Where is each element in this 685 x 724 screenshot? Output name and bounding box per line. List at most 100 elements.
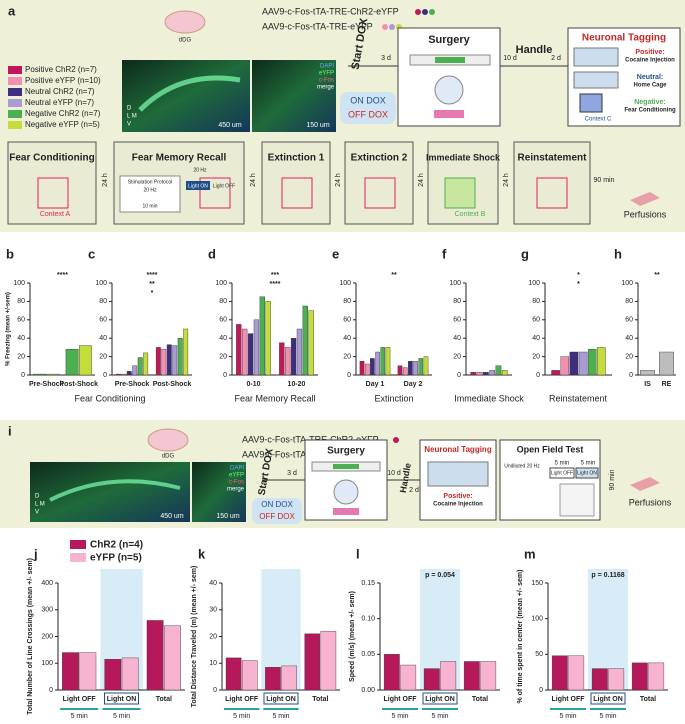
y-tick-label: 0 (347, 372, 351, 379)
legend-label: eYFP (n=5) (90, 553, 142, 564)
bar (320, 630, 337, 691)
legend-label: Negative eYFP (n=5) (25, 120, 100, 129)
x-axis-label: Extinction (374, 393, 413, 403)
histology-image (138, 75, 241, 112)
dox-label: OFF DOX (348, 109, 388, 119)
end: Perfusions (629, 497, 672, 507)
scale-bar: 150 um (306, 122, 330, 129)
panel-label: h (614, 246, 622, 261)
construct-icon (311, 461, 381, 515)
y-tick-label: 40 (209, 580, 217, 587)
dox-label: ON DOX (350, 95, 386, 105)
bar (121, 657, 139, 691)
annotation: p = 0.1168 (591, 572, 624, 579)
gap: 24 h (335, 173, 342, 187)
bar (568, 655, 585, 691)
x-axis-label: Immediate Shock (454, 393, 524, 403)
phase: Light ON (577, 470, 597, 476)
bar (470, 372, 477, 376)
y-tick-label: 200 (41, 633, 53, 640)
bar (659, 351, 674, 376)
bar (285, 347, 291, 376)
bar (121, 373, 127, 376)
panel-label: d (208, 246, 216, 261)
x-tick-label: Total (640, 696, 656, 703)
x-tick-label: Day 2 (404, 381, 423, 388)
annotation: **** (147, 272, 158, 279)
stage: Extinction 1 (268, 153, 325, 164)
y-tick-label: 80 (532, 298, 540, 305)
y-tick-label: 100 (215, 280, 227, 287)
y-tick-label: 100 (621, 280, 633, 287)
annotation: * (577, 281, 580, 288)
y-tick-label: 40 (17, 335, 25, 342)
x-tick-label: Total (156, 696, 172, 703)
context: Context A (40, 211, 71, 218)
y-tick-label: 80 (17, 298, 25, 305)
vector-dots (382, 9, 435, 30)
x-tick-label: Total (472, 696, 488, 703)
y-axis-label: % Freezing (mean +/-sem) (6, 292, 12, 366)
bar (385, 347, 391, 376)
x-tick-label: Light OFF (551, 696, 585, 703)
bar (79, 345, 92, 376)
y-tick-label: 0 (629, 372, 633, 379)
legend-swatch (8, 99, 22, 107)
bar (413, 361, 418, 376)
x-tick-label: Light ON (425, 696, 455, 703)
protocol-box (119, 175, 181, 213)
stage: Fear Memory Recall (132, 153, 227, 164)
y-tick-label: 80 (625, 298, 633, 305)
annotation: *** (271, 272, 279, 279)
bar (383, 654, 400, 691)
x-tick-label: Pre-Shock (29, 381, 64, 388)
y-tick-label: 100 (13, 280, 25, 287)
scale-bar: 150 um (216, 513, 240, 520)
y-tick-label: 80 (99, 298, 107, 305)
x-tick-label: Day 1 (366, 381, 385, 388)
tagging-icon (427, 461, 489, 487)
y-tick-label: 80 (453, 298, 461, 305)
x-axis-label: Fear Memory Recall (234, 393, 315, 403)
region: dDG (162, 454, 175, 460)
dox-label: OFF DOX (259, 512, 295, 521)
orientation: L M (127, 114, 137, 120)
stage: Fear Conditioning (9, 153, 95, 164)
panel-label: j (33, 546, 38, 561)
histology-image (30, 462, 190, 522)
y-tick-label: 20 (219, 353, 227, 360)
y-tick-label: 10 (209, 660, 217, 667)
legend-label: Neutral eYFP (n=7) (25, 98, 94, 107)
y-tick-label: 80 (219, 298, 227, 305)
tagging-label: Negative: (634, 99, 666, 106)
stain: eYFP (229, 473, 244, 479)
region: dDG (179, 38, 192, 44)
y-tick-label: 50 (535, 651, 543, 658)
bar (137, 357, 143, 376)
bar (79, 652, 97, 691)
bar (608, 668, 625, 691)
tagging-label: Fear Conditioning (624, 108, 676, 114)
y-tick-label: 0.15 (361, 580, 375, 587)
y-tick-label: 20 (532, 353, 540, 360)
legend-label: Negative ChR2 (n=7) (25, 109, 101, 118)
y-tick-label: 0 (49, 687, 53, 694)
y-tick-label: 80 (343, 298, 351, 305)
bar (225, 657, 242, 691)
bar (143, 352, 149, 376)
bar (115, 373, 121, 376)
y-tick-label: 60 (532, 317, 540, 324)
bar (375, 351, 380, 376)
y-tick-label: 100 (449, 280, 461, 287)
y-tick-label: 60 (99, 317, 107, 324)
stain: merge (227, 487, 245, 493)
bar (483, 372, 489, 376)
y-tick-label: 40 (99, 335, 107, 342)
bar (183, 328, 189, 376)
phase: Light OFF (551, 470, 573, 476)
tissue-icon (630, 477, 660, 491)
x-tick-label: Post-Shock (59, 381, 98, 388)
y-tick-label: 40 (532, 335, 540, 342)
orientation: D (127, 106, 132, 112)
y-tick-label: 60 (343, 317, 351, 324)
